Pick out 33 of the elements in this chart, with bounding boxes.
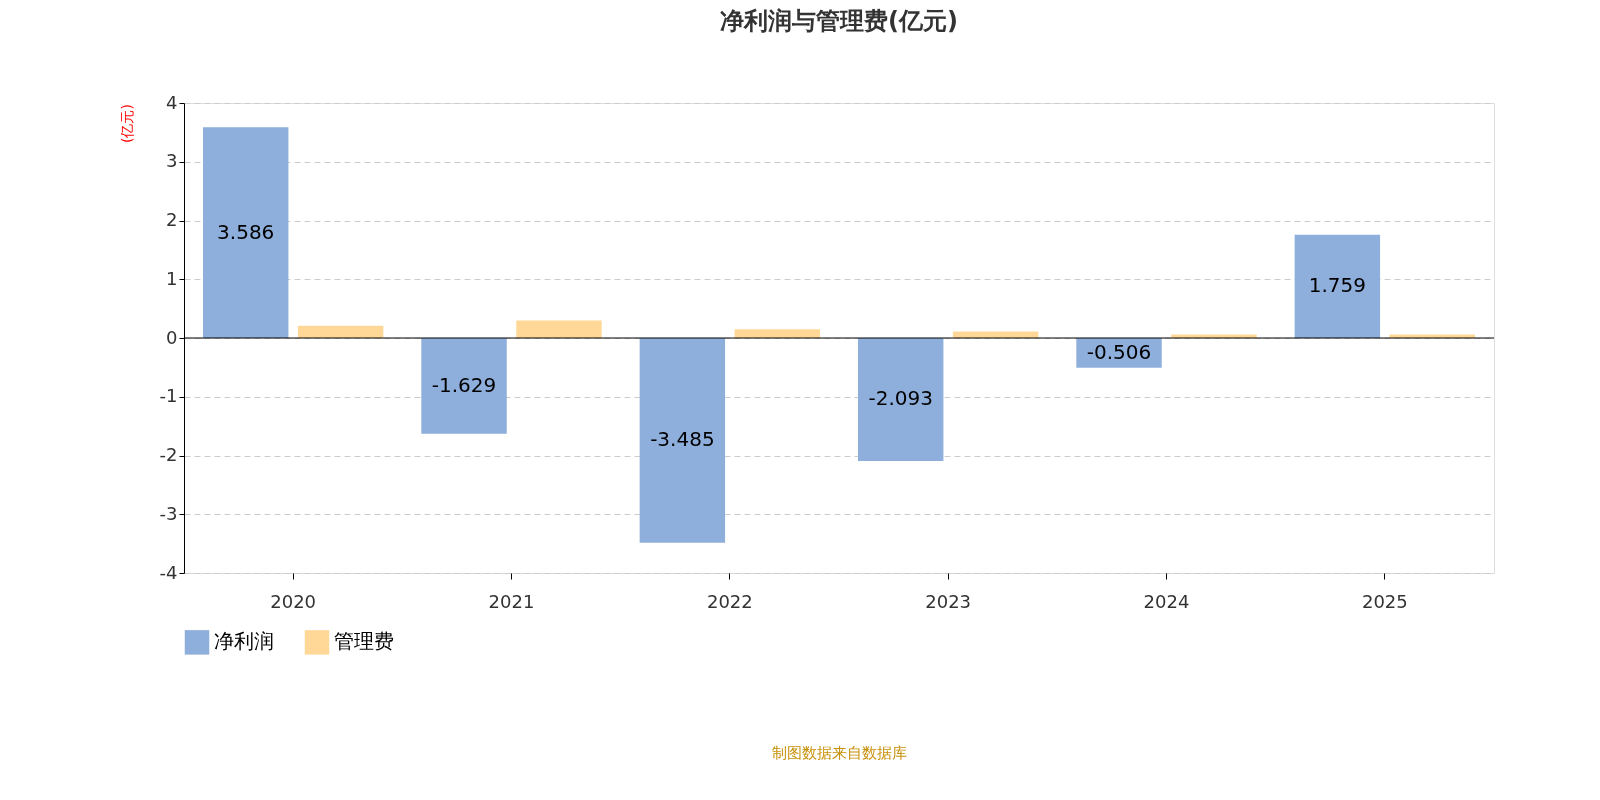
y-tick-label: 3 bbox=[166, 150, 178, 172]
y-tick-label: 2 bbox=[166, 209, 178, 230]
x-tick-label: 2025 bbox=[1361, 590, 1408, 612]
data-label: 1.759 bbox=[1308, 273, 1366, 298]
x-tick-label: 2020 bbox=[270, 590, 317, 612]
chart-title: 净利润与管理费(亿元) bbox=[720, 7, 958, 35]
text: 制图数据来自数据库 bbox=[771, 744, 907, 762]
bar bbox=[857, 338, 944, 461]
data-label: -0.506 bbox=[1086, 339, 1152, 364]
y-tick-label: 0 bbox=[166, 326, 178, 348]
bar bbox=[1294, 234, 1381, 338]
x-tick-label: 2022 bbox=[706, 590, 753, 612]
legend-label: 管理费 bbox=[334, 629, 394, 654]
x-tick-label: 2024 bbox=[1143, 590, 1190, 612]
y-tick-label: -1 bbox=[159, 385, 178, 407]
bar bbox=[639, 338, 726, 543]
data-label: -3.485 bbox=[650, 427, 715, 452]
data-label: -2.093 bbox=[868, 386, 933, 411]
x-tick-label: 2021 bbox=[488, 590, 535, 612]
bar bbox=[516, 320, 602, 338]
y-tick-label: -3 bbox=[159, 502, 178, 524]
data-label: -1.629 bbox=[431, 372, 497, 397]
y-axis-title: (亿元) bbox=[118, 104, 135, 143]
y-tick-label: -4 bbox=[159, 561, 178, 583]
data-label: 3.586 bbox=[217, 219, 275, 244]
y-tick-label: -2 bbox=[159, 444, 178, 465]
y-tick-label: 1 bbox=[166, 267, 178, 289]
bar bbox=[421, 338, 507, 434]
bar bbox=[734, 329, 821, 338]
y-tick-label: 4 bbox=[166, 91, 178, 113]
x-tick-label: 2023 bbox=[925, 590, 972, 612]
bar bbox=[202, 127, 289, 338]
legend-label: 净利润 bbox=[214, 629, 274, 654]
